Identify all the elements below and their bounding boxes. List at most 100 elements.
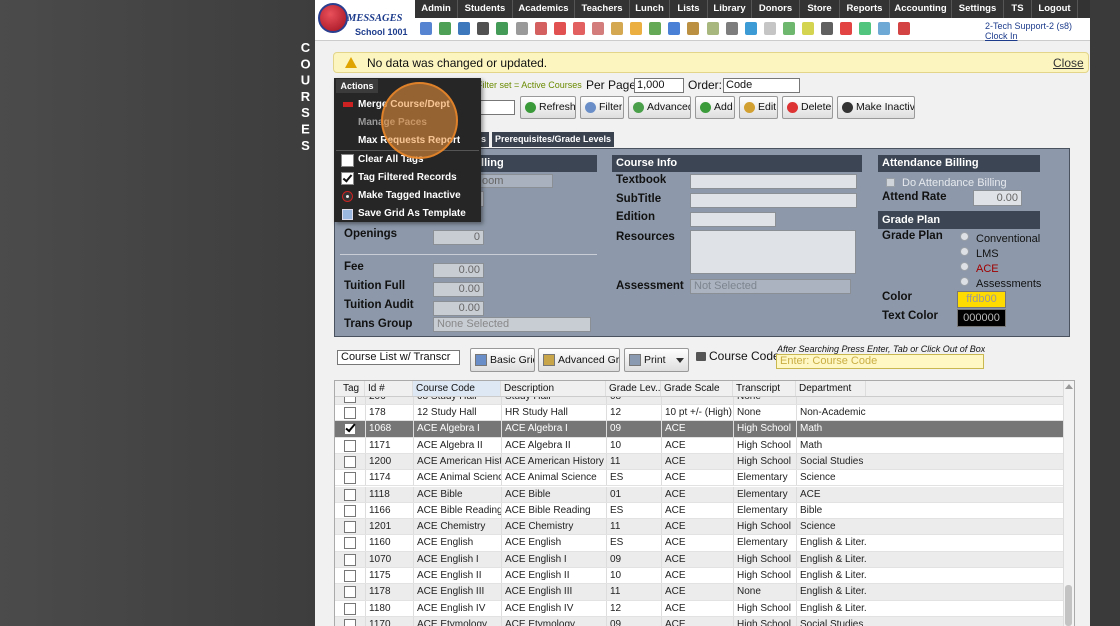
grid-row[interactable]: 1070 ACE English I ACE English I 09 ACE High … bbox=[335, 551, 1063, 568]
grid-row[interactable]: 1170 ACE Etymology ACE Etymology 09 ACE High … bbox=[335, 616, 1063, 626]
nav-item[interactable]: Admin bbox=[415, 0, 458, 18]
nav-item[interactable]: Lunch bbox=[630, 0, 670, 18]
grid-row[interactable]: 1068 ACE Algebra I ACE Algebra I 09 ACE High … bbox=[335, 421, 1063, 438]
tag-checkbox[interactable] bbox=[344, 553, 356, 566]
toolbar-icon[interactable] bbox=[534, 22, 547, 35]
grid-row[interactable]: 20608 Study HallStudy Hall08 None bbox=[335, 397, 1063, 405]
grid-row[interactable]: 1160 ACE English ACE English ES ACE Elementar… bbox=[335, 535, 1063, 552]
toolbar-icon[interactable] bbox=[458, 22, 471, 35]
toolbar-button[interactable]: Edit bbox=[739, 96, 778, 119]
grid-row[interactable]: 1180 ACE English IV ACE English IV 12 ACE Hig… bbox=[335, 600, 1063, 617]
per-page-select[interactable]: 1,000 bbox=[634, 78, 684, 93]
grid-row[interactable]: 1201 ACE Chemistry ACE Chemistry 11 ACE High … bbox=[335, 519, 1063, 536]
toolbar-icon[interactable] bbox=[553, 22, 566, 35]
grid-button[interactable]: Basic Grid bbox=[470, 348, 535, 372]
toolbar-icon[interactable] bbox=[649, 22, 662, 35]
grid-row[interactable]: 1175 ACE English II ACE English II 10 ACE Hig… bbox=[335, 568, 1063, 585]
tag-checkbox[interactable] bbox=[344, 570, 356, 582]
menu-item[interactable]: Tag Filtered Records bbox=[358, 172, 457, 183]
grid-button[interactable]: Print bbox=[624, 348, 689, 372]
order-select[interactable]: Code bbox=[723, 78, 800, 93]
tag-checkbox[interactable] bbox=[344, 618, 356, 626]
nav-item[interactable]: Library bbox=[708, 0, 752, 18]
notice-close[interactable]: Close bbox=[1053, 56, 1084, 70]
field-select[interactable]: Not Selected bbox=[690, 279, 851, 294]
toolbar-icon[interactable] bbox=[496, 22, 509, 35]
toolbar-icon[interactable] bbox=[782, 22, 795, 35]
toolbar-button[interactable]: Make Inactive bbox=[837, 96, 915, 119]
toolbar-button[interactable]: Delete bbox=[782, 96, 833, 119]
grid-row[interactable]: 178 12 Study Hall HR Study Hall 12 10 pt +/-… bbox=[335, 405, 1063, 422]
field-input[interactable]: 0.00 bbox=[433, 282, 484, 297]
tag-checkbox[interactable] bbox=[344, 407, 356, 419]
toolbar-icon[interactable] bbox=[572, 22, 585, 35]
color-swatch[interactable]: ffdb00 bbox=[957, 291, 1006, 308]
menu-item[interactable]: Save Grid As Template bbox=[358, 208, 466, 219]
field-input[interactable]: 0.00 bbox=[433, 301, 484, 316]
toolbar-icon[interactable] bbox=[744, 22, 757, 35]
tag-checkbox[interactable] bbox=[344, 455, 356, 468]
grid-button[interactable]: Advanced Grid bbox=[538, 348, 620, 372]
field-input[interactable]: 0.00 bbox=[433, 263, 484, 278]
tag-checkbox[interactable] bbox=[344, 488, 356, 501]
radio[interactable] bbox=[960, 232, 969, 241]
tag-checkbox[interactable] bbox=[344, 439, 356, 452]
nav-item[interactable]: Accounting bbox=[890, 0, 952, 18]
field-input[interactable] bbox=[690, 174, 857, 189]
grid-row[interactable]: 1118 ACE Bible ACE Bible 01 ACE Elementary ACE bbox=[335, 486, 1063, 503]
nav-item[interactable]: Academics bbox=[513, 0, 575, 18]
tag-checkbox[interactable] bbox=[344, 586, 356, 599]
toolbar-icon[interactable] bbox=[763, 22, 776, 35]
tag-checkbox[interactable] bbox=[344, 397, 356, 403]
nav-item[interactable]: TS bbox=[1004, 0, 1032, 18]
toolbar-icon[interactable] bbox=[840, 22, 853, 35]
field-input[interactable] bbox=[690, 212, 776, 227]
nav-item[interactable]: Donors bbox=[752, 0, 800, 18]
toolbar-icon[interactable] bbox=[878, 22, 891, 35]
column-header[interactable]: Description bbox=[501, 381, 606, 396]
toolbar-button[interactable]: Refresh bbox=[520, 96, 576, 119]
tag-checkbox[interactable] bbox=[344, 537, 356, 550]
tag-checkbox[interactable] bbox=[344, 602, 356, 615]
toolbar-icon[interactable] bbox=[821, 22, 834, 35]
tag-checkbox[interactable] bbox=[344, 423, 356, 436]
toolbar-icon[interactable] bbox=[687, 22, 700, 35]
nav-item[interactable]: Teachers bbox=[575, 0, 630, 18]
toolbar-icon[interactable] bbox=[611, 22, 623, 35]
grid-row[interactable]: 1174 ACE Animal Science ACE Animal Science… bbox=[335, 470, 1063, 487]
toolbar-icon[interactable] bbox=[477, 22, 490, 35]
radio[interactable] bbox=[960, 262, 969, 271]
nav-item[interactable]: Reports bbox=[840, 0, 890, 18]
nav-item[interactable]: Students bbox=[458, 0, 513, 18]
grid-row[interactable]: 1178 ACE English III ACE English III 11 ACE N… bbox=[335, 584, 1063, 601]
column-header[interactable]: Grade Lev... bbox=[606, 381, 661, 396]
toolbar-button[interactable]: Filter bbox=[580, 96, 624, 119]
field-input[interactable] bbox=[690, 193, 857, 208]
toolbar-icon[interactable] bbox=[591, 22, 604, 35]
toolbar-icon[interactable] bbox=[897, 22, 910, 35]
toolbar-icon[interactable] bbox=[420, 22, 432, 35]
column-header[interactable]: Grade Scale bbox=[661, 381, 733, 396]
radio[interactable] bbox=[960, 247, 969, 256]
column-header[interactable]: Transcript bbox=[733, 381, 796, 396]
color-swatch[interactable]: 000000 bbox=[957, 309, 1006, 327]
radio[interactable] bbox=[960, 277, 969, 286]
field-input[interactable] bbox=[690, 230, 856, 274]
column-header[interactable]: Tag bbox=[340, 381, 365, 396]
toolbar-button[interactable]: Advanced bbox=[628, 96, 691, 119]
field-input[interactable]: 0 bbox=[433, 230, 484, 245]
clock-in[interactable]: Clock In bbox=[985, 31, 1018, 41]
toolbar-icon[interactable] bbox=[515, 22, 528, 35]
checkbox[interactable] bbox=[886, 178, 895, 187]
column-header[interactable]: Course Code bbox=[413, 381, 501, 396]
view-select[interactable]: Course List w/ Transcr bbox=[337, 350, 460, 365]
field-input[interactable]: 0.00 bbox=[973, 190, 1022, 206]
field-select[interactable]: None Selected bbox=[433, 317, 591, 332]
toolbar-icon[interactable] bbox=[725, 22, 738, 35]
column-header[interactable]: Id # bbox=[365, 381, 413, 396]
tag-checkbox[interactable] bbox=[344, 472, 356, 485]
toolbar-icon[interactable] bbox=[668, 22, 681, 35]
tag-checkbox[interactable] bbox=[344, 504, 356, 517]
tab[interactable]: Prerequisites/Grade Levels bbox=[492, 132, 614, 147]
